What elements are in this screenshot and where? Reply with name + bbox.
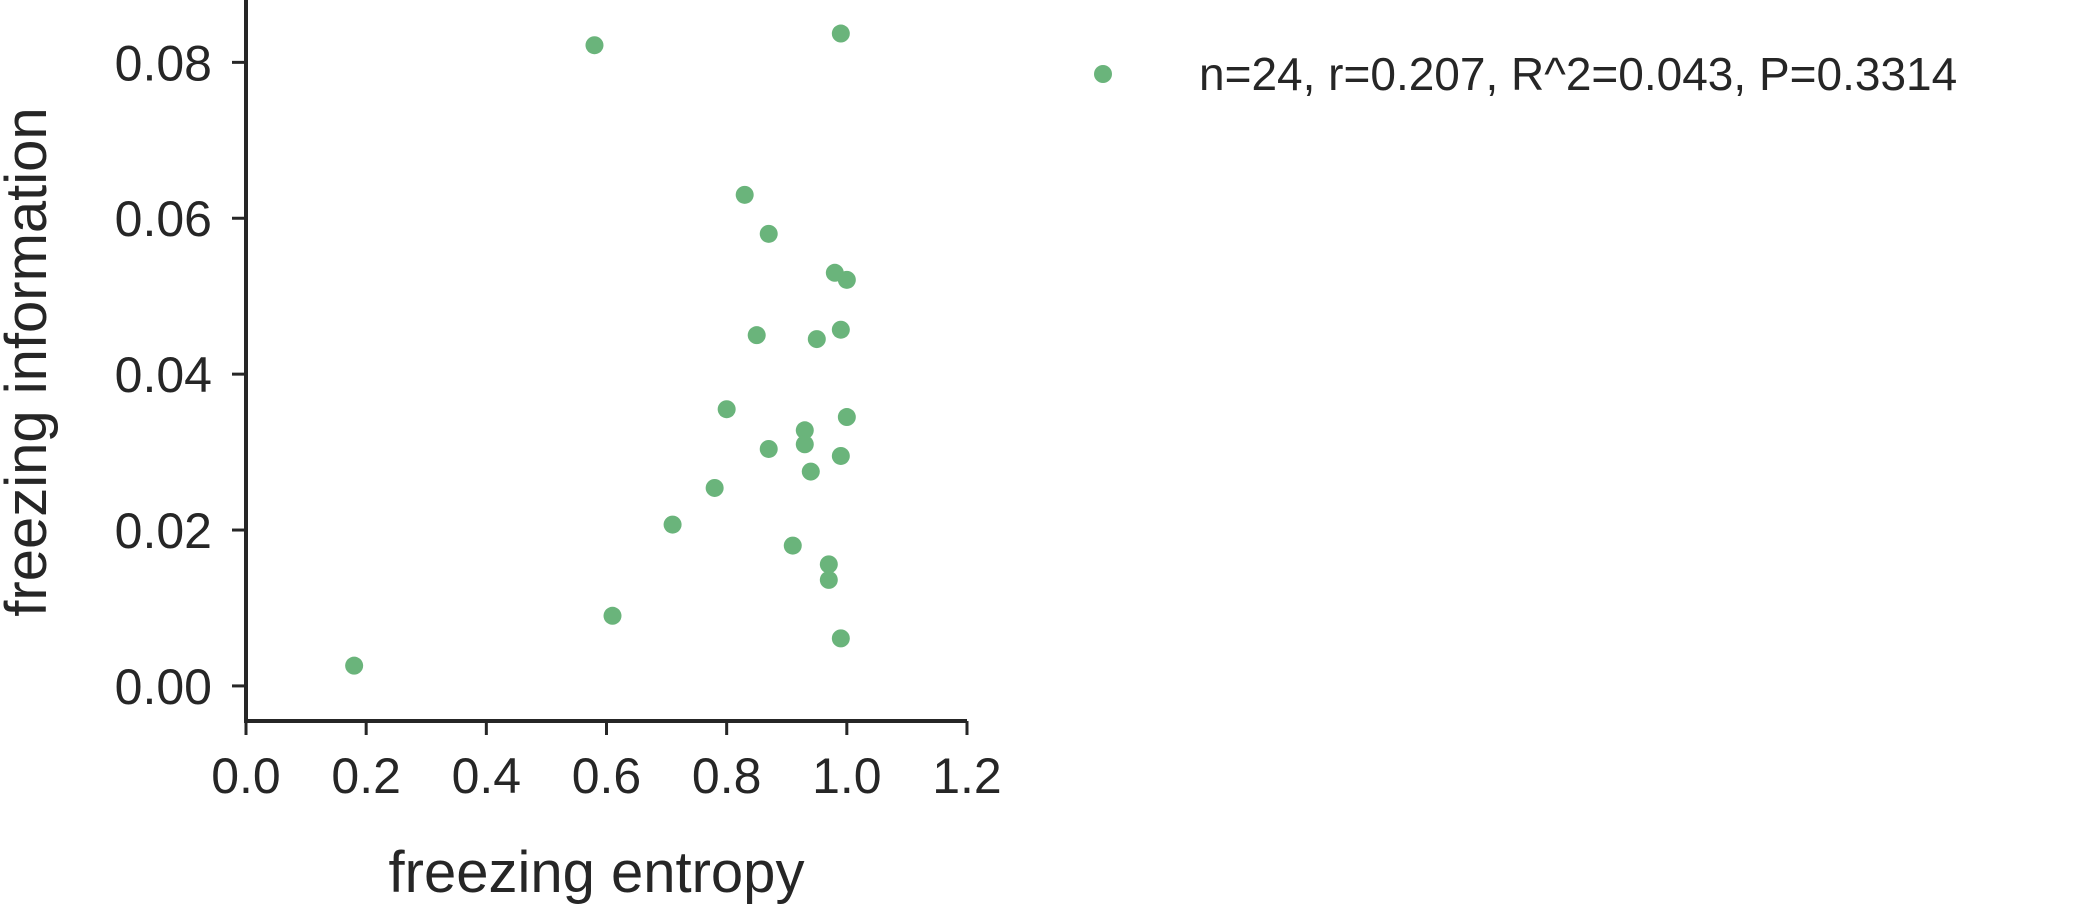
y-axis-label: freezing information xyxy=(0,107,59,616)
data-point xyxy=(759,439,778,458)
data-point xyxy=(603,606,622,625)
y-tick-label: 0.04 xyxy=(115,347,212,403)
y-tick-label: 0.08 xyxy=(115,35,212,91)
x-tick-label: 1.2 xyxy=(932,748,1002,804)
data-point xyxy=(831,629,850,648)
x-tick-label: 0.2 xyxy=(331,748,401,804)
x-tick-label: 0.6 xyxy=(572,748,642,804)
legend: n=24, r=0.207, R^2=0.043, P=0.3314 xyxy=(1094,48,1957,100)
data-point xyxy=(831,24,850,43)
axes: 0.0 0.2 0.4 0.6 0.8 1.0 1.2 0.00 0.02 0.04 0.06 0.0… xyxy=(0,0,1002,905)
y-tick-label: 0.00 xyxy=(115,659,212,715)
data-point xyxy=(345,656,364,675)
data-point xyxy=(783,536,802,555)
data-point xyxy=(831,320,850,339)
data-point xyxy=(795,421,814,440)
data-point xyxy=(837,408,856,427)
data-point xyxy=(819,555,838,574)
data-point xyxy=(801,462,820,481)
data-point xyxy=(819,570,838,589)
data-point xyxy=(831,446,850,465)
data-point xyxy=(807,330,826,349)
data-point xyxy=(759,224,778,243)
legend-marker xyxy=(1094,65,1112,83)
data-point xyxy=(735,185,754,204)
plot-area xyxy=(345,24,856,675)
x-tick-label: 0.8 xyxy=(692,748,762,804)
data-point xyxy=(663,515,682,534)
y-tick-label: 0.02 xyxy=(115,503,212,559)
data-point xyxy=(585,36,604,55)
data-point xyxy=(795,435,814,454)
data-point xyxy=(705,478,724,497)
y-tick-label: 0.06 xyxy=(115,191,212,247)
data-point xyxy=(717,400,736,419)
x-tick-label: 0.0 xyxy=(211,748,281,804)
legend-label: n=24, r=0.207, R^2=0.043, P=0.3314 xyxy=(1199,48,1957,100)
x-axis-label: freezing entropy xyxy=(389,840,805,905)
x-tick-label: 0.4 xyxy=(452,748,522,804)
data-point xyxy=(747,326,766,345)
data-point xyxy=(837,270,856,289)
x-tick-label: 1.0 xyxy=(812,748,882,804)
